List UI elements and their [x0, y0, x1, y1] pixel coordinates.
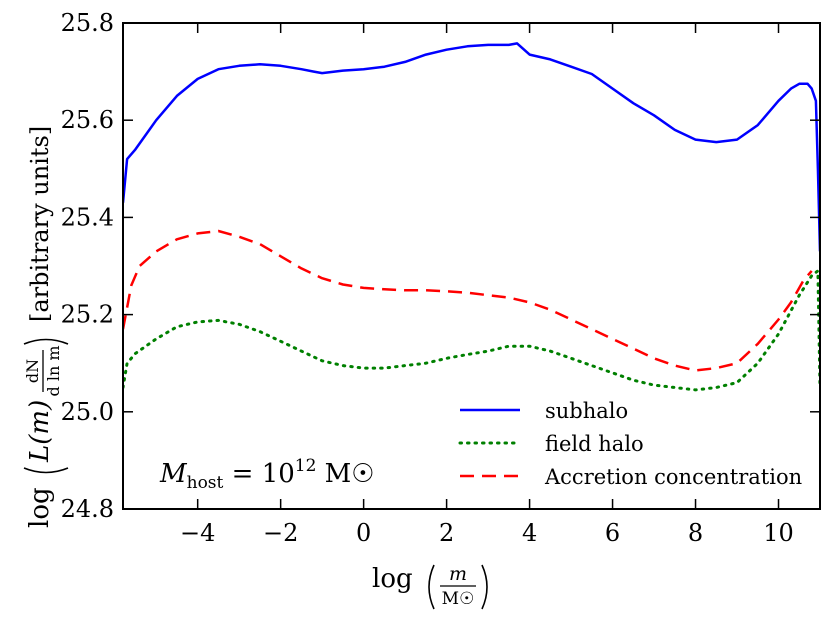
x-tick-label: 10: [763, 519, 794, 547]
series-layer: [123, 42, 820, 392]
x-tick-label: 0: [356, 519, 371, 547]
y-label-paren-left: [23, 467, 69, 474]
x-tick-label: −4: [180, 519, 215, 547]
legend: subhalo field halo Accretion concentrati…: [458, 399, 802, 489]
ticks-layer: −4 −2 0 2 4 6 8 10 24.8 25.0 25.2 25.4 25.6 25.8: [61, 9, 820, 547]
y-tick-label: 25.0: [61, 398, 114, 426]
y-label-units: [arbitrary units]: [26, 126, 54, 322]
x-label-paren-left: [428, 564, 435, 610]
x-label-denominator: M☉: [442, 589, 475, 609]
y-label-log: log: [25, 487, 55, 528]
plot-frame: [122, 22, 821, 510]
x-tick-label: 6: [605, 519, 620, 547]
annotation-sub: host: [187, 473, 224, 493]
annotation-unit: M☉: [316, 459, 374, 489]
y-label-paren-right: [23, 338, 69, 345]
annotation-rest: = 10: [223, 459, 294, 489]
x-label-paren-right: [481, 564, 488, 610]
x-tick-label: 8: [688, 519, 703, 547]
y-label-L: L(m): [25, 400, 55, 463]
host-mass-annotation: Mhost = 1012 M☉: [159, 456, 375, 493]
y-label-numerator: dN: [23, 359, 42, 383]
x-axis-label: log m M☉: [372, 563, 488, 610]
series-line-field-halo: [123, 269, 820, 392]
y-tick-label: 25.8: [61, 9, 114, 37]
legend-label-accretion: Accretion concentration: [544, 465, 802, 489]
y-label-denominator: d ln m: [44, 345, 63, 396]
y-tick-label: 25.4: [61, 203, 114, 231]
series-line-subhalo: [123, 42, 820, 252]
legend-label-field-halo: field halo: [545, 432, 644, 456]
x-tick-label: 4: [522, 519, 537, 547]
annotation-sup: 12: [295, 456, 317, 476]
y-axis-label: log L(m) dN d ln m [arbitrary units]: [23, 126, 69, 528]
x-label-log: log: [372, 564, 413, 594]
annotation-main: M: [159, 459, 188, 489]
series-line-accretion-concentration: [123, 229, 813, 372]
x-label-numerator: m: [449, 563, 467, 585]
legend-label-subhalo: subhalo: [545, 399, 628, 423]
y-tick-label: 25.6: [61, 106, 114, 134]
x-tick-label: 2: [439, 519, 454, 547]
x-tick-label: −2: [263, 519, 298, 547]
y-tick-label: 24.8: [61, 495, 114, 523]
y-tick-label: 25.2: [61, 301, 114, 329]
